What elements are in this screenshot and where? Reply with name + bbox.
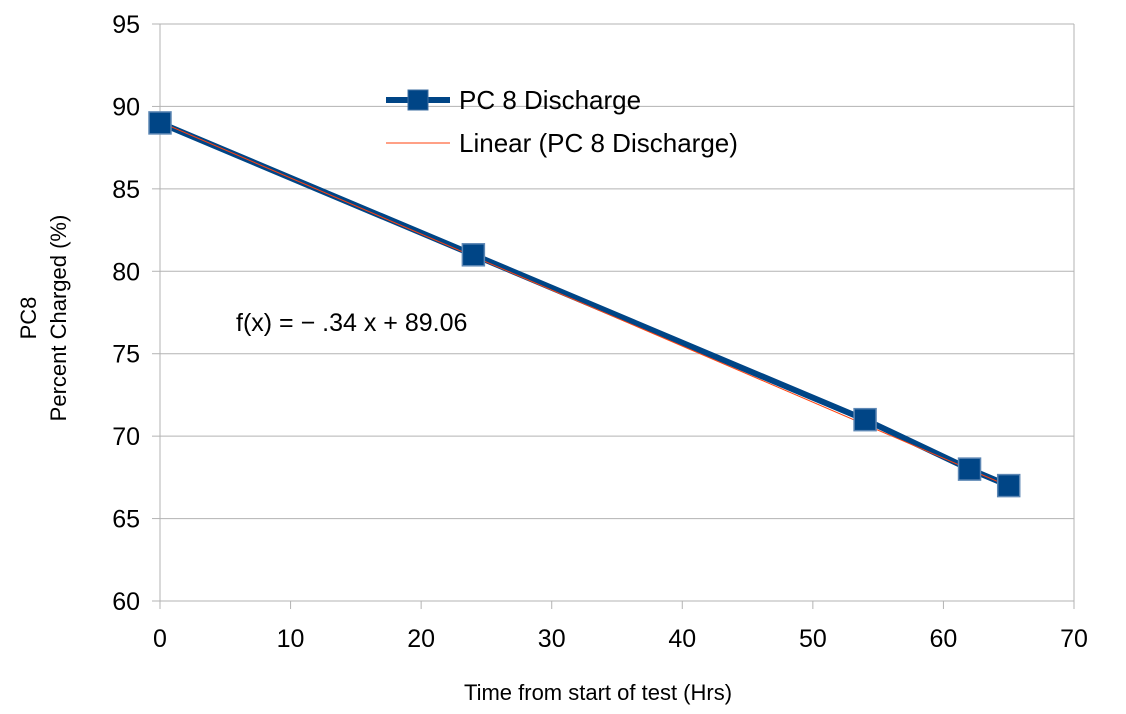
y-tick-label: 60 <box>112 588 140 616</box>
x-tick-label: 20 <box>407 625 435 653</box>
y-tick-label: 65 <box>112 506 140 534</box>
data-point-marker <box>957 457 982 481</box>
y-tick-label: 70 <box>112 423 140 451</box>
x-tick-label: 10 <box>277 625 305 653</box>
trendline-equation: f(x) = − .34 x + 89.06 <box>236 309 467 337</box>
x-tick-label: 60 <box>930 625 958 653</box>
data-point-marker <box>996 473 1021 498</box>
data-point-marker <box>853 407 877 432</box>
x-tick-label: 50 <box>799 625 827 653</box>
legend-series-marker <box>407 89 429 111</box>
x-tick-label: 0 <box>153 625 167 653</box>
trendline-linear <box>159 121 1009 487</box>
y-tick-label: 75 <box>112 341 140 369</box>
y-tick-label: 85 <box>112 176 140 204</box>
y-axis-title-line-2: Percent Charged (%) <box>46 215 71 422</box>
legend-series-label: PC 8 Discharge <box>459 85 641 115</box>
trendline-group <box>159 121 1009 487</box>
x-tick-label: 40 <box>668 625 696 653</box>
y-axis-ticks: 60 65 70 75 80 85 90 95 <box>112 11 160 616</box>
y-axis-title-line-1: PC8 <box>16 297 41 340</box>
x-axis-ticks: 0 10 20 30 40 50 60 70 <box>153 601 1088 653</box>
legend: PC 8 Discharge Linear (PC 8 Discharge) <box>386 85 738 158</box>
x-tick-label: 70 <box>1060 625 1088 653</box>
x-axis-title: Time from start of test (Hrs) <box>464 680 732 705</box>
x-tick-label: 30 <box>538 625 566 653</box>
markers-group <box>148 111 1021 498</box>
data-point-marker <box>461 243 486 267</box>
data-point-marker <box>148 111 172 135</box>
y-tick-label: 95 <box>112 11 140 39</box>
y-tick-label: 80 <box>112 258 140 286</box>
y-tick-label: 90 <box>112 93 140 121</box>
legend-trendline-label: Linear (PC 8 Discharge) <box>459 128 738 158</box>
